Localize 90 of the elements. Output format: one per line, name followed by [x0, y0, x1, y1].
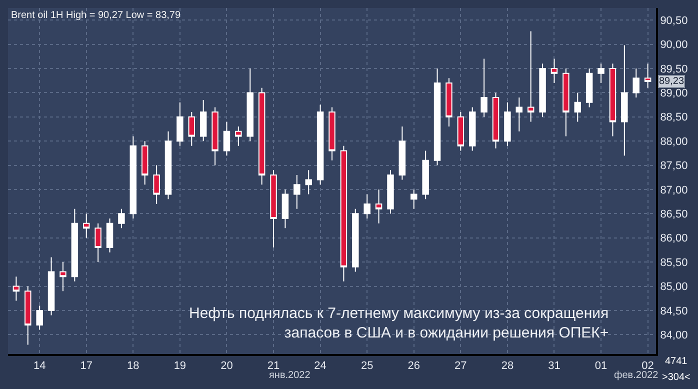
y-tick-label: 87,50	[660, 160, 688, 172]
candlestick	[398, 126, 406, 180]
x-tick-label: 24	[314, 360, 326, 372]
text: фев.2022	[614, 370, 659, 381]
candlestick	[621, 44, 628, 156]
chart-title: Brent oil 1H High = 90,27 Low = 83,79	[11, 10, 181, 21]
candlestick	[434, 68, 441, 166]
candlestick	[246, 68, 254, 142]
candlestick	[141, 140, 148, 186]
candlestick	[644, 63, 652, 88]
text: 4741	[665, 356, 688, 367]
candlestick	[410, 188, 418, 210]
candlestick	[294, 174, 300, 210]
candlestick	[106, 218, 114, 253]
candlestick	[212, 106, 218, 166]
y-tick-label: 86,00	[660, 232, 688, 245]
candlestick	[200, 99, 207, 142]
candlestick	[188, 112, 195, 146]
annotation: 89,23	[659, 76, 684, 87]
x-tick-label: 19	[174, 360, 186, 372]
candlestick	[328, 106, 336, 161]
candlestick	[422, 150, 429, 200]
x-tick-label: 02	[642, 360, 654, 372]
x-tick-label: 17	[80, 360, 92, 372]
candlestick	[598, 63, 604, 84]
y-tick-label: 90,00	[660, 39, 688, 52]
candlestick	[480, 58, 488, 118]
candlestick	[153, 164, 160, 204]
candlestick	[176, 102, 184, 146]
candlestick	[457, 112, 464, 152]
candlestick	[282, 188, 289, 229]
candlestick	[36, 305, 43, 330]
x-tick-label: 28	[501, 360, 514, 372]
x-tick-label: 01	[594, 360, 608, 372]
y-tick-label: 87,00	[660, 184, 688, 196]
candlestick	[352, 208, 359, 272]
text: янв.2022	[269, 370, 311, 381]
candlestick	[550, 58, 558, 84]
x-tick-label: 18	[127, 360, 140, 372]
y-tick-label: 88,50	[660, 112, 688, 124]
candlestick	[387, 170, 394, 214]
text: >304<	[662, 372, 691, 383]
candlestick	[118, 208, 125, 229]
candlestick	[270, 170, 277, 248]
candlestick	[586, 68, 593, 108]
candlestick	[562, 68, 570, 137]
candlestick	[609, 63, 616, 137]
candlestick	[446, 78, 452, 128]
x-tick-label: 31	[548, 360, 560, 372]
annotation: Нефть поднялась к 7-летнему максимуму из-за сокращения запасов в США и в ожидании решения ОПЕК+	[189, 305, 609, 342]
y-tick-label: 85,50	[660, 256, 688, 269]
y-tick-label: 90,50	[660, 14, 688, 27]
candlestick	[258, 87, 266, 186]
candlestick	[492, 92, 500, 149]
y-tick-label: 85,00	[660, 281, 688, 294]
x-tick-label: 21	[267, 360, 280, 372]
x-tick-label: 27	[454, 360, 467, 372]
candlestick	[574, 92, 581, 122]
candlestick	[60, 262, 66, 292]
candlestick	[94, 222, 102, 263]
candlestick	[340, 145, 348, 282]
candlestick	[316, 104, 324, 186]
candlestick	[130, 136, 137, 219]
candlestick	[71, 208, 78, 282]
y-tick-label: 89,50	[660, 63, 688, 76]
candlestick	[527, 30, 534, 122]
x-tick-label: 14	[33, 360, 46, 372]
candlestick	[164, 130, 172, 200]
candlestick	[632, 68, 640, 98]
candlestick	[516, 97, 523, 132]
candlestick	[223, 121, 230, 156]
candlestick	[12, 276, 20, 302]
x-tick-label: 26	[408, 360, 420, 372]
y-tick-label: 84,00	[660, 329, 688, 342]
candlestick	[305, 170, 312, 195]
candlestick	[375, 188, 382, 224]
candlestick	[539, 63, 546, 118]
y-tick-label: 88,00	[660, 136, 688, 148]
candlestick	[364, 194, 370, 219]
x-tick-label: 25	[360, 360, 374, 372]
y-tick-label: 86,50	[660, 208, 688, 221]
candlestick	[83, 213, 90, 238]
x-tick-label: 20	[220, 360, 233, 372]
y-tick-label: 89,00	[660, 88, 688, 100]
candlestick	[235, 126, 242, 146]
candlestick	[469, 106, 476, 152]
y-tick-label: 84,50	[660, 305, 688, 318]
candlestick	[48, 256, 55, 316]
candlestick	[504, 102, 511, 146]
candlestick	[24, 286, 32, 346]
